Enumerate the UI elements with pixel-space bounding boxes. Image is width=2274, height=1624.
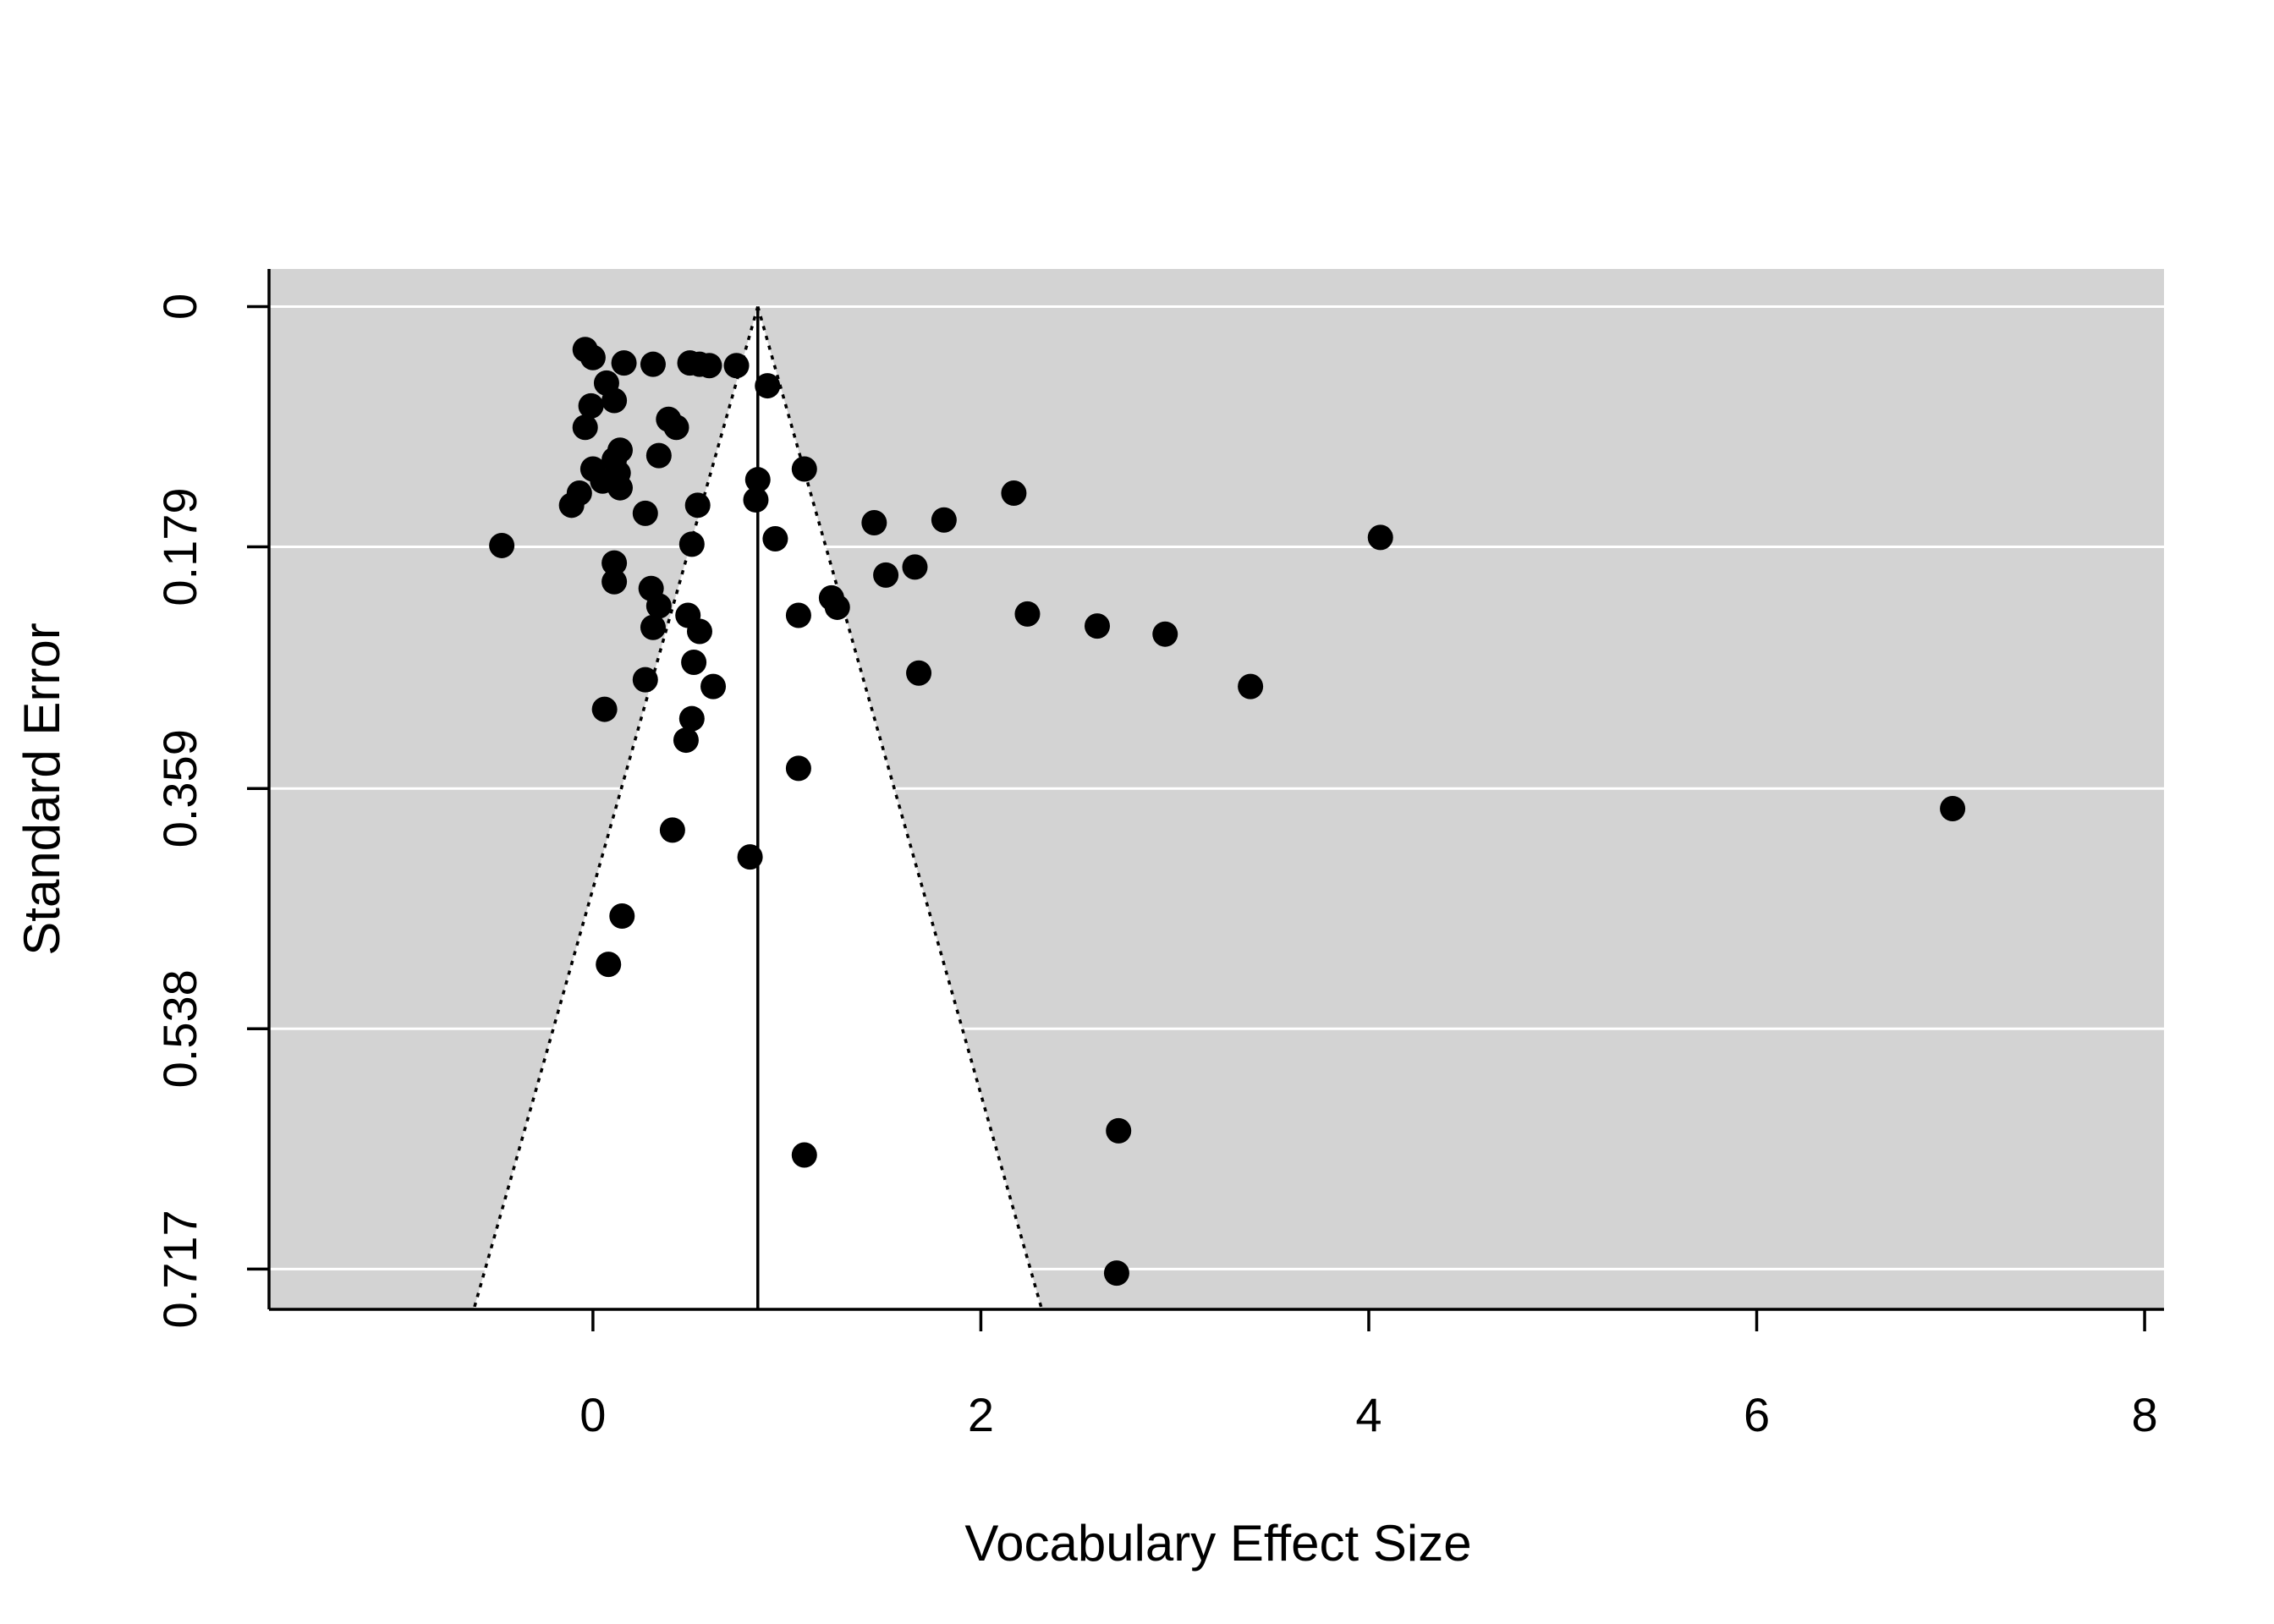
data-point-51 [681,650,707,676]
x-axis-ticks: 0 2 4 6 8 [579,1309,2158,1441]
data-point-66 [791,1142,817,1168]
data-point-35 [1367,524,1393,551]
x-axis-title: Vocabulary Effect Size [964,1515,1471,1572]
data-point-45 [785,602,811,628]
y-tick-label-4: 0.717 [153,1210,206,1328]
data-point-46 [640,614,666,640]
data-point-7 [723,353,750,379]
y-tick-label-2: 0.359 [153,729,206,848]
data-point-33 [678,531,705,557]
data-point-63 [609,903,635,929]
data-point-61 [659,817,685,843]
data-point-17 [645,442,672,469]
data-point-2 [611,350,637,376]
data-point-28 [791,456,817,482]
data-point-12 [572,414,598,441]
x-tick-label-4: 8 [2131,1388,2157,1441]
data-point-60 [1940,796,1966,822]
data-point-41 [645,593,672,619]
data-point-57 [678,705,705,732]
data-point-32 [762,526,788,552]
x-tick-label-0: 0 [579,1388,606,1441]
data-point-10 [601,387,628,414]
data-point-47 [686,618,712,645]
data-point-1 [579,344,606,370]
data-point-59 [785,755,811,782]
data-point-39 [902,554,928,580]
x-tick-label-3: 6 [1744,1388,1770,1441]
data-point-62 [737,844,763,870]
y-tick-label-1: 0.179 [153,487,206,606]
y-tick-label-0: 0 [153,294,206,320]
data-point-67 [1103,1260,1129,1287]
data-points [489,337,1966,1287]
data-point-54 [906,660,932,686]
data-point-6 [696,353,722,379]
data-point-43 [824,594,850,620]
data-point-50 [1152,621,1178,647]
data-point-53 [700,673,727,700]
x-tick-label-2: 4 [1355,1388,1381,1441]
funnel-left-bound [472,305,760,1310]
data-point-27 [743,486,769,513]
data-point-52 [632,667,658,693]
x-tick-label-1: 2 [968,1388,994,1441]
data-point-14 [663,414,689,441]
data-point-29 [1001,480,1027,507]
data-point-64 [596,952,622,978]
data-point-49 [1084,613,1110,639]
data-point-36 [601,550,628,576]
data-point-58 [673,727,699,754]
data-point-3 [640,351,666,377]
data-point-34 [489,532,515,558]
data-point-56 [591,696,618,722]
data-point-31 [931,507,957,533]
data-point-26 [744,467,771,493]
data-point-8 [755,373,781,399]
y-axis-ticks: 0 0.179 0.359 0.538 0.717 [153,294,269,1328]
data-point-37 [601,568,628,595]
data-point-30 [861,509,887,535]
data-point-38 [873,562,899,588]
data-point-65 [1106,1117,1132,1144]
data-point-25 [684,492,711,518]
data-point-23 [558,492,585,518]
data-point-21 [607,475,633,501]
data-point-11 [578,392,604,419]
data-point-24 [632,500,658,526]
y-axis-title: Standard Error [14,623,70,956]
y-tick-label-3: 0.538 [153,969,206,1088]
data-point-55 [1238,673,1264,700]
data-point-48 [1014,601,1041,627]
